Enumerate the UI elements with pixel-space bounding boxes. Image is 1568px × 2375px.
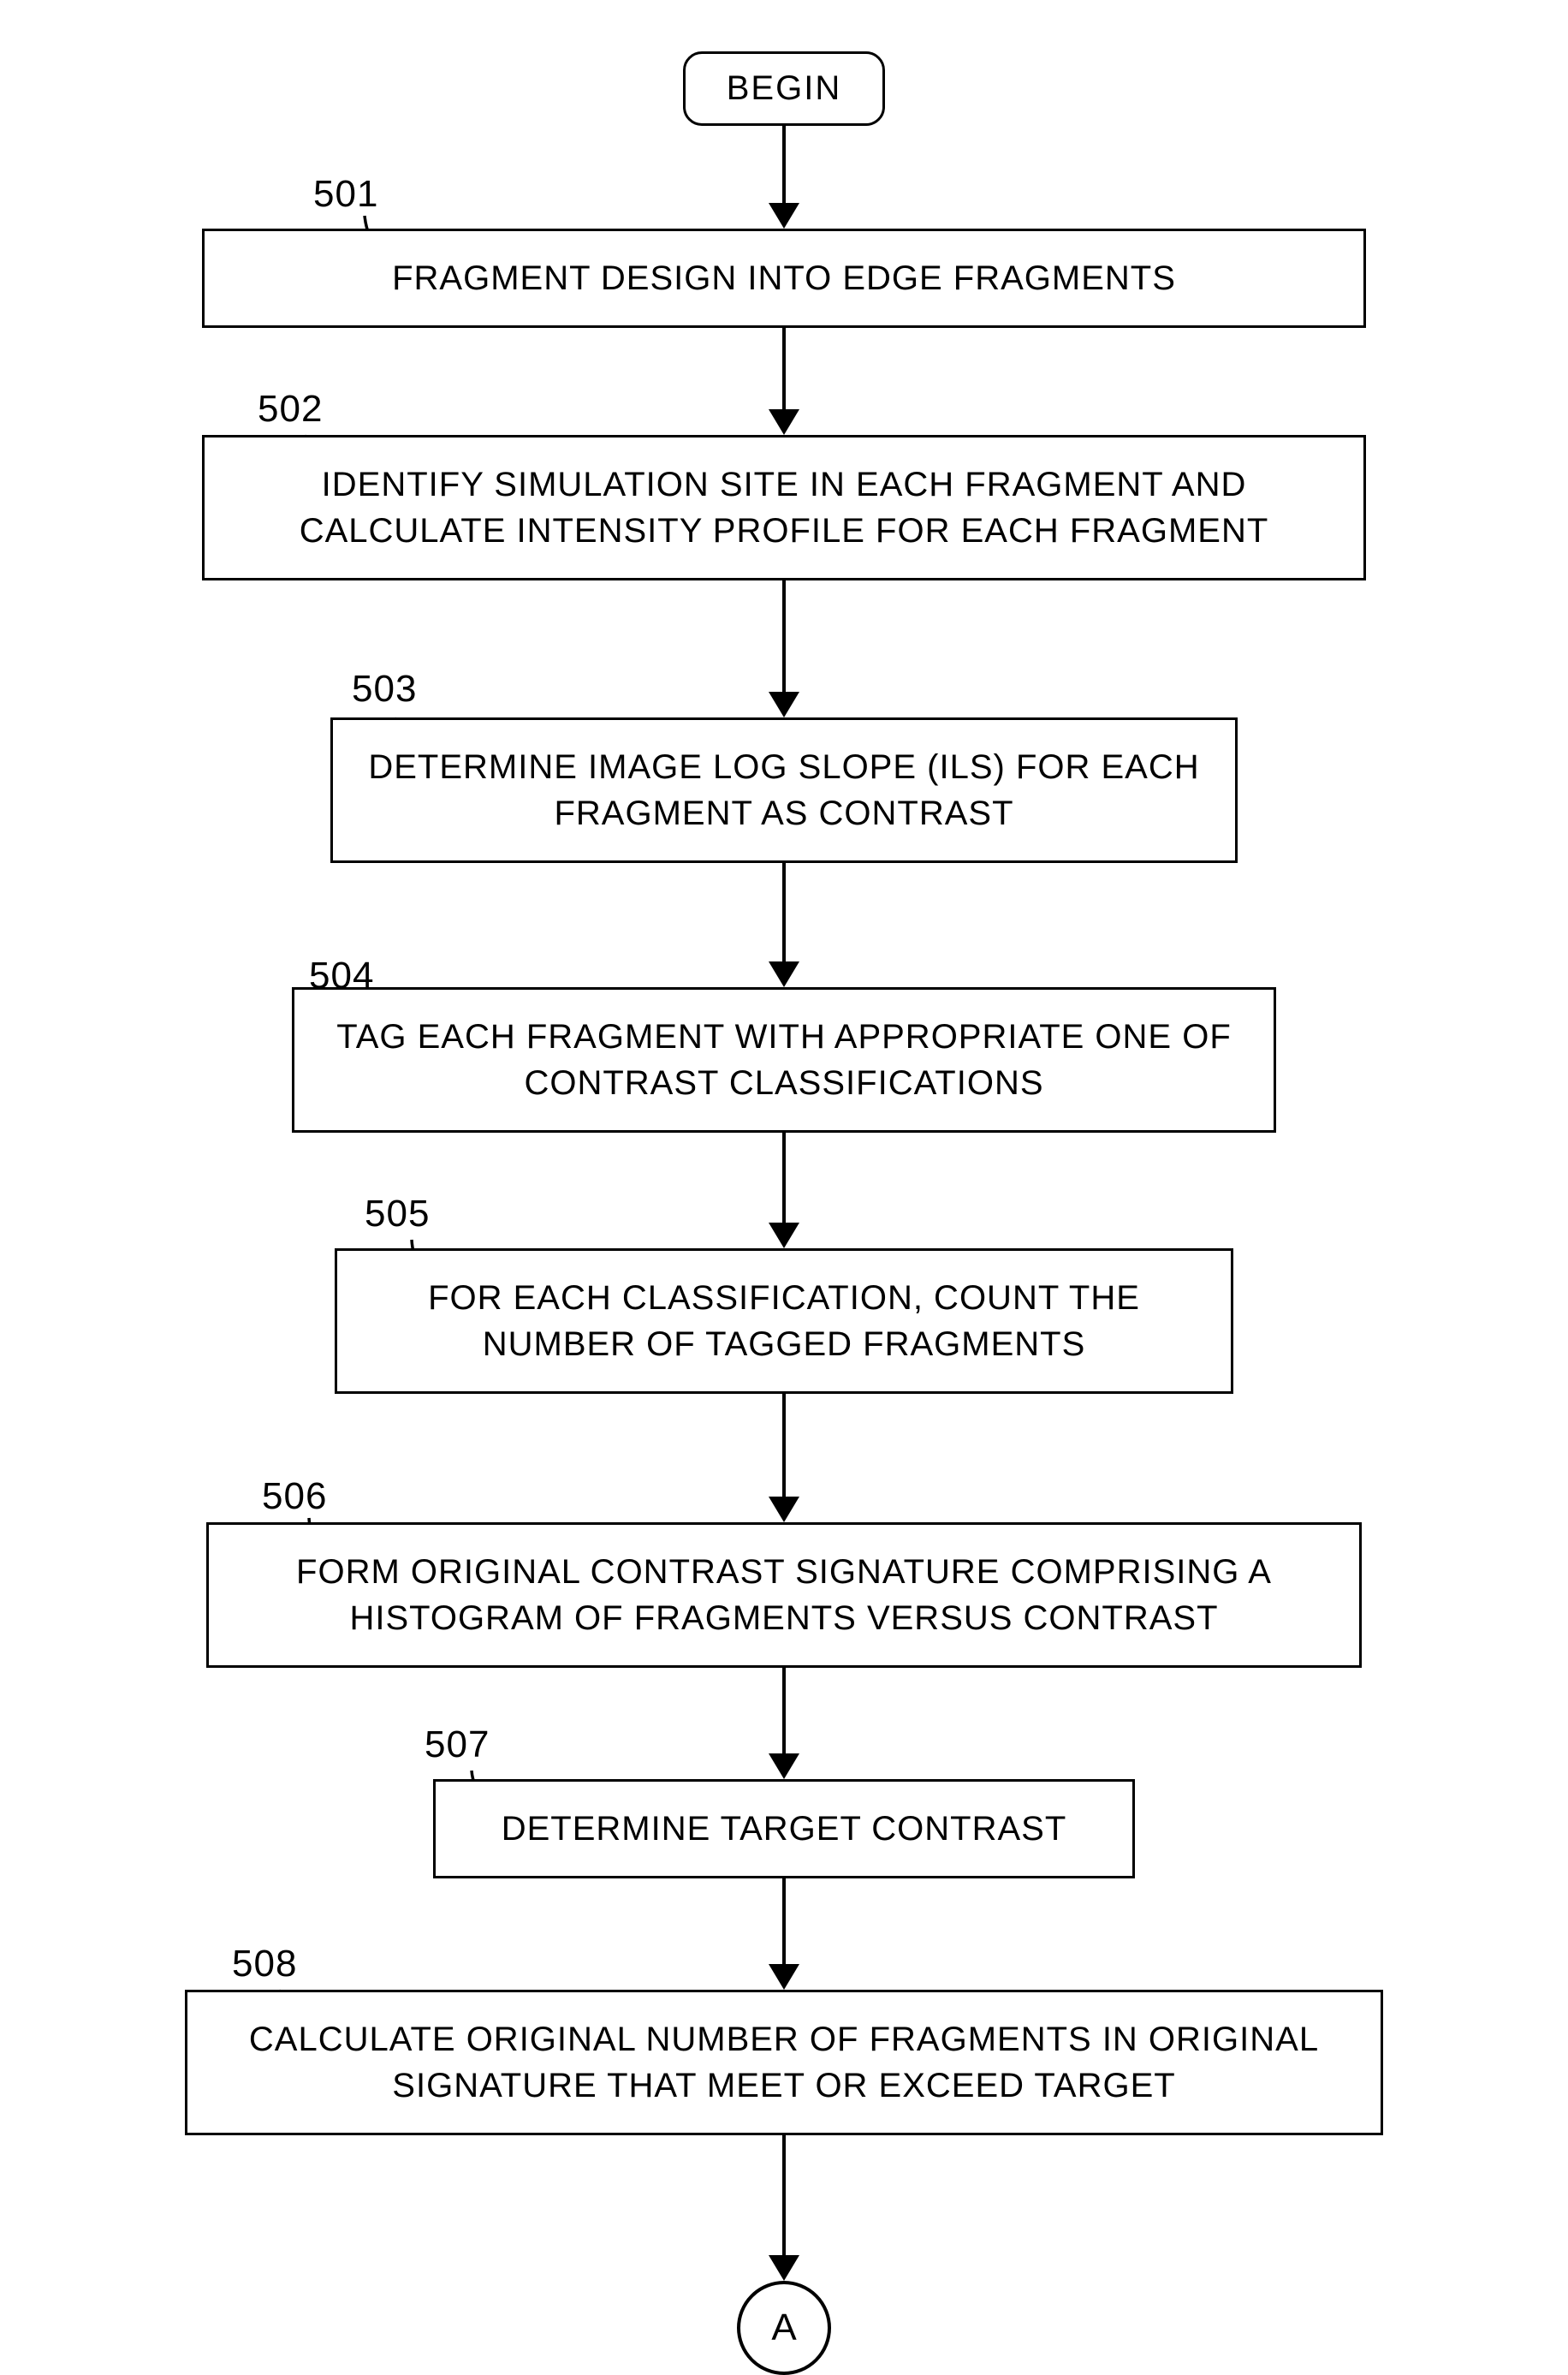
- step-wrapper: 506FORM ORIGINAL CONTRAST SIGNATURE COMP…: [185, 1522, 1383, 1668]
- arrow-line: [782, 863, 786, 961]
- arrow-head: [769, 203, 799, 229]
- arrow: [185, 2135, 1383, 2281]
- arrow-head: [769, 961, 799, 987]
- begin-terminal: BEGIN: [683, 51, 885, 126]
- arrow: [185, 1394, 1383, 1522]
- step-number-label: 502: [258, 388, 323, 431]
- begin-label: BEGIN: [727, 69, 841, 107]
- arrow-line: [782, 580, 786, 692]
- step-number-label: 503: [352, 668, 417, 711]
- step-number-label: 508: [232, 1943, 297, 1985]
- connector-a: A: [737, 2281, 831, 2375]
- step-box: FOR EACH CLASSIFICATION, COUNT THE NUMBE…: [335, 1248, 1233, 1394]
- step-box: FRAGMENT DESIGN INTO EDGE FRAGMENTS: [202, 229, 1366, 328]
- step-box: FORM ORIGINAL CONTRAST SIGNATURE COMPRIS…: [206, 1522, 1362, 1668]
- step-box: DETERMINE TARGET CONTRAST: [433, 1779, 1135, 1878]
- step-wrapper: 505FOR EACH CLASSIFICATION, COUNT THE NU…: [185, 1248, 1383, 1394]
- arrow-line: [782, 2135, 786, 2255]
- step-wrapper: 508CALCULATE ORIGINAL NUMBER OF FRAGMENT…: [185, 1990, 1383, 2135]
- arrow-head: [769, 1753, 799, 1779]
- arrow-head: [769, 692, 799, 717]
- arrow-head: [769, 2255, 799, 2281]
- step-box: CALCULATE ORIGINAL NUMBER OF FRAGMENTS I…: [185, 1990, 1383, 2135]
- step-box: IDENTIFY SIMULATION SITE IN EACH FRAGMEN…: [202, 435, 1366, 580]
- arrow-line: [782, 1668, 786, 1753]
- step-box: TAG EACH FRAGMENT WITH APPROPRIATE ONE O…: [292, 987, 1276, 1133]
- arrow-line: [782, 1878, 786, 1964]
- flowchart-container: BEGIN 501FRAGMENT DESIGN INTO EDGE FRAGM…: [134, 51, 1434, 2375]
- arrow-line: [782, 1133, 786, 1223]
- step-number-label: 507: [425, 1723, 490, 1766]
- arrow-head: [769, 1497, 799, 1522]
- step-number-label: 501: [313, 173, 378, 216]
- step-number-label: 505: [365, 1193, 430, 1235]
- arrow-head: [769, 409, 799, 435]
- connector-label: A: [771, 2307, 796, 2349]
- arrow-line: [782, 1394, 786, 1497]
- arrow-line: [782, 328, 786, 409]
- arrow-line: [782, 126, 786, 203]
- step-wrapper: 507DETERMINE TARGET CONTRAST: [185, 1779, 1383, 1878]
- step-wrapper: 504TAG EACH FRAGMENT WITH APPROPRIATE ON…: [185, 987, 1383, 1133]
- arrow: [185, 1668, 1383, 1779]
- arrow-head: [769, 1964, 799, 1990]
- step-wrapper: 502IDENTIFY SIMULATION SITE IN EACH FRAG…: [185, 435, 1383, 580]
- arrow-head: [769, 1223, 799, 1248]
- step-box: DETERMINE IMAGE LOG SLOPE (ILS) FOR EACH…: [330, 717, 1238, 863]
- step-number-label: 506: [262, 1475, 327, 1518]
- step-wrapper: 503DETERMINE IMAGE LOG SLOPE (ILS) FOR E…: [185, 717, 1383, 863]
- step-wrapper: 501FRAGMENT DESIGN INTO EDGE FRAGMENTS: [185, 229, 1383, 328]
